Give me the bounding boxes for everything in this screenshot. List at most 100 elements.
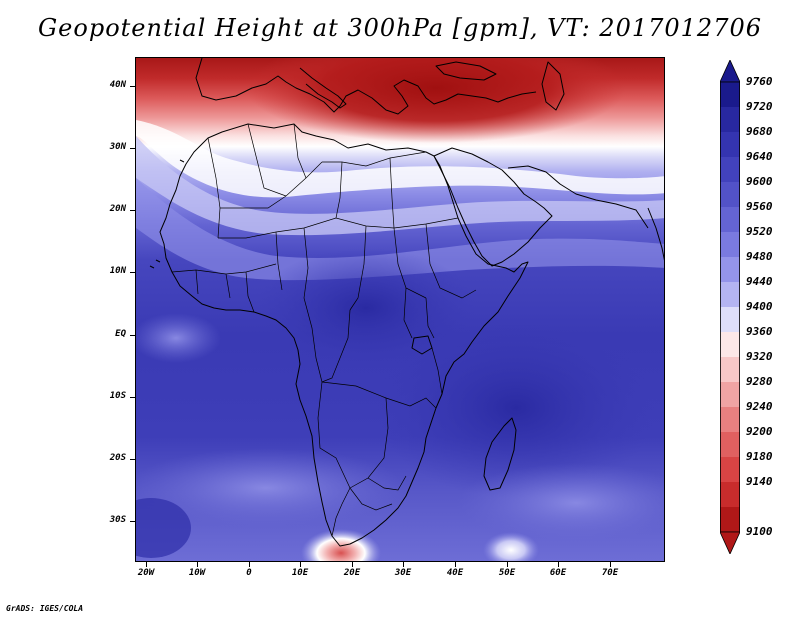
colorbar-label: 9760	[746, 75, 773, 88]
map-panel	[135, 57, 665, 562]
field-light-blob	[136, 448, 406, 528]
coastlines	[149, 58, 664, 547]
field-light-blob	[136, 313, 221, 363]
colorbar-label: 9600	[746, 175, 773, 188]
colorbar-label: 9360	[746, 325, 773, 338]
colorbar-label: 9720	[746, 100, 773, 113]
colorbar-label: 9440	[746, 275, 773, 288]
colorbar-segment	[720, 157, 740, 183]
colorbar-label: 9400	[746, 300, 773, 313]
caspian-coast	[541, 61, 565, 111]
colorbar-segment	[720, 332, 740, 358]
field-trough	[246, 58, 626, 143]
colorbar-top-triangle	[720, 60, 740, 83]
colorbar-segment	[720, 432, 740, 458]
colorbar-label: 9280	[746, 375, 773, 388]
italy-coast	[299, 67, 347, 109]
colorbar-segment	[720, 207, 740, 233]
lake-victoria	[411, 335, 433, 355]
lon-tick	[610, 561, 611, 567]
lat-tick	[130, 272, 136, 273]
colorbar-segment	[720, 107, 740, 133]
country-borders	[171, 123, 477, 537]
field-white-band	[136, 120, 664, 198]
field-dark-core	[376, 318, 656, 498]
lat-label-10s: 10S	[109, 391, 126, 401]
lon-tick	[455, 561, 456, 567]
lon-label-20w: 20W	[137, 568, 155, 578]
colorbar-segment	[720, 82, 740, 108]
field-mid-blue-band	[136, 178, 664, 281]
lat-tick	[130, 521, 136, 522]
colorbar-label: 9100	[746, 525, 773, 538]
field-light-blue-band	[136, 136, 664, 236]
field-dark-blob	[136, 498, 191, 558]
madagascar-coast	[483, 417, 517, 491]
colorbar-segment	[720, 382, 740, 408]
lon-label-50e: 50E	[498, 568, 516, 578]
arabia-coast	[433, 147, 553, 267]
lat-label-30s: 30S	[109, 515, 126, 525]
colorbar-segment	[720, 282, 740, 308]
lon-label-20e: 20E	[343, 568, 361, 578]
grads-credit: GrADS: IGES/COLA	[6, 604, 84, 613]
islands	[149, 159, 185, 269]
lat-label-10n: 10N	[109, 266, 126, 276]
lat-tick	[130, 397, 136, 398]
lat-tick	[130, 86, 136, 87]
lat-tick	[130, 335, 136, 336]
colorbar-segment	[720, 232, 740, 258]
geopotential-map	[136, 58, 664, 561]
lon-tick	[249, 561, 250, 567]
colorbar-label: 9140	[746, 475, 773, 488]
lat-label-20n: 20N	[109, 204, 126, 214]
lon-label-40e: 40E	[446, 568, 464, 578]
colorbar-segment	[720, 357, 740, 383]
lon-label-0: 0	[246, 568, 252, 578]
lat-label-40n: 40N	[109, 80, 126, 90]
lon-label-10w: 10W	[188, 568, 206, 578]
lat-label-20s: 20S	[109, 453, 126, 463]
lon-tick	[352, 561, 353, 567]
iran-coast	[507, 165, 649, 229]
colorbar-segment	[720, 257, 740, 283]
lon-tick	[197, 561, 198, 567]
lon-label-10e: 10E	[291, 568, 309, 578]
field-south-light	[483, 532, 539, 561]
black-sea-coast	[435, 61, 497, 81]
lon-tick	[146, 561, 147, 567]
colorbar-label: 9640	[746, 150, 773, 163]
lon-tick	[558, 561, 559, 567]
lon-tick	[403, 561, 404, 567]
colorbar-segment	[720, 482, 740, 508]
colorbar-label: 9200	[746, 425, 773, 438]
lat-tick	[130, 148, 136, 149]
field-light-blob	[456, 463, 664, 543]
lon-label-30e: 30E	[394, 568, 412, 578]
colorbar-label: 9520	[746, 225, 773, 238]
map-title: Geopotential Height at 300hPa [gpm], VT:…	[38, 14, 762, 42]
lon-label-70e: 70E	[601, 568, 619, 578]
colorbar-label: 9180	[746, 450, 773, 463]
colorbar-label: 9240	[746, 400, 773, 413]
colorbar-label: 9680	[746, 125, 773, 138]
colorbar-segment	[720, 407, 740, 433]
colorbar-label: 9320	[746, 350, 773, 363]
field-cape-high	[301, 529, 381, 561]
colorbar-segment	[720, 307, 740, 333]
colorbar-label: 9480	[746, 250, 773, 263]
lat-label-eq: EQ	[115, 329, 126, 339]
lon-tick	[300, 561, 301, 567]
lat-tick	[130, 210, 136, 211]
colorbar	[720, 60, 740, 554]
field-dark-core	[256, 248, 476, 368]
colorbar-segment	[720, 507, 740, 533]
colorbar-label: 9560	[746, 200, 773, 213]
india-coast	[647, 207, 664, 261]
colorbar-segment	[720, 457, 740, 483]
colorbar-bottom-triangle	[720, 531, 740, 554]
colorbar-segment	[720, 132, 740, 158]
lat-tick	[130, 459, 136, 460]
colorbar-segment	[720, 182, 740, 208]
lat-label-30n: 30N	[109, 142, 126, 152]
